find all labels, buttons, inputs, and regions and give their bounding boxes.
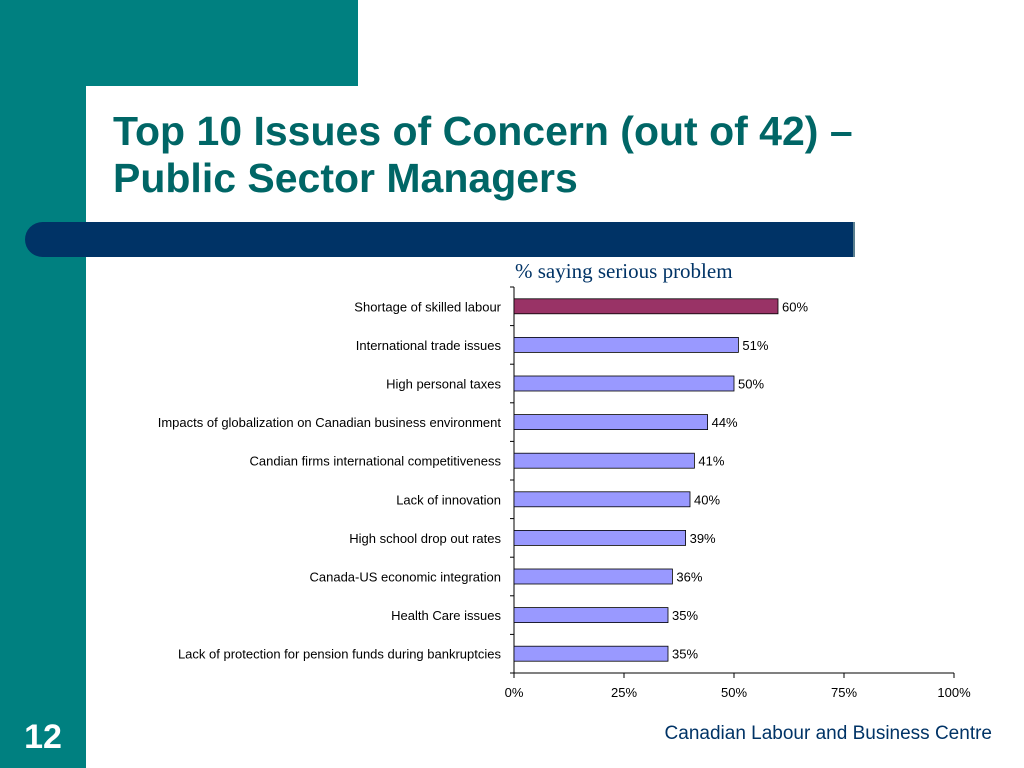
- bar: [513, 645, 669, 662]
- data-label: 50%: [738, 377, 764, 392]
- x-tick-label: 100%: [937, 685, 971, 700]
- data-label: 41%: [698, 454, 724, 469]
- bar: [513, 375, 735, 392]
- left-accent-band: [0, 0, 86, 768]
- bar: [513, 452, 695, 469]
- data-label: 60%: [782, 299, 808, 314]
- bar: [513, 336, 739, 353]
- slide-number: 12: [24, 718, 62, 756]
- category-label: Canada-US economic integration: [310, 570, 502, 585]
- x-tick-label: 25%: [611, 685, 637, 700]
- category-label: Impacts of globalization on Canadian bus…: [158, 415, 502, 430]
- x-tick-label: 50%: [721, 685, 747, 700]
- category-label: High school drop out rates: [349, 531, 501, 546]
- x-tick-label: 75%: [831, 685, 857, 700]
- bar: [513, 607, 669, 623]
- x-tick-label: 0%: [505, 685, 524, 700]
- bar: [513, 298, 779, 315]
- bar: [513, 530, 687, 546]
- category-label: International trade issues: [356, 338, 502, 353]
- chart-subtitle: % saying serious problem: [515, 259, 733, 283]
- data-label: 39%: [690, 531, 716, 546]
- bar: [513, 491, 691, 508]
- slide-title: Top 10 Issues of Concern (out of 42) – P…: [113, 108, 993, 202]
- bar: [513, 414, 709, 431]
- data-label: 36%: [676, 570, 702, 585]
- data-label: 51%: [742, 338, 768, 353]
- footer-organization: Canadian Labour and Business Centre: [664, 723, 992, 744]
- data-label: 35%: [672, 647, 698, 662]
- title-divider-cap: [853, 222, 855, 257]
- title-divider-bar: [25, 222, 853, 257]
- bar: [513, 568, 673, 585]
- category-label: High personal taxes: [386, 377, 501, 392]
- category-label: Lack of protection for pension funds dur…: [178, 647, 502, 662]
- data-label: 40%: [694, 492, 720, 507]
- category-label: Candian firms international competitiven…: [250, 454, 502, 469]
- slide-title-line-2: Public Sector Managers: [113, 155, 578, 201]
- category-label: Shortage of skilled labour: [354, 299, 501, 314]
- data-label: 44%: [712, 415, 738, 430]
- category-label: Lack of innovation: [396, 492, 501, 507]
- data-label: 35%: [672, 608, 698, 623]
- slide-title-line-1: Top 10 Issues of Concern (out of 42) –: [113, 108, 853, 154]
- category-label: Health Care issues: [391, 608, 501, 623]
